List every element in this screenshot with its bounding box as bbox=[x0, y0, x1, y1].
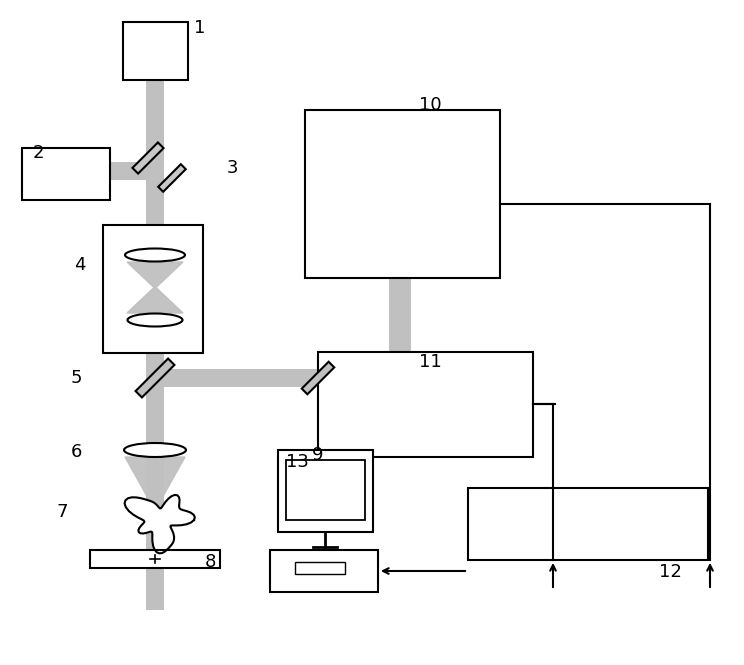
Text: 10: 10 bbox=[419, 96, 441, 114]
Bar bbox=[286, 460, 365, 520]
Polygon shape bbox=[127, 262, 183, 287]
Bar bbox=[278, 450, 373, 532]
Polygon shape bbox=[302, 362, 334, 394]
Ellipse shape bbox=[125, 249, 185, 261]
Text: 3: 3 bbox=[226, 159, 238, 177]
Text: 6: 6 bbox=[71, 443, 82, 461]
Text: 8: 8 bbox=[205, 553, 216, 571]
Bar bbox=[155, 369, 350, 387]
Bar bbox=[103, 225, 203, 353]
Bar bbox=[305, 110, 500, 278]
Text: 11: 11 bbox=[419, 353, 441, 371]
Bar bbox=[389, 278, 411, 369]
Bar bbox=[90, 550, 220, 568]
Text: 4: 4 bbox=[74, 256, 86, 274]
Bar bbox=[468, 488, 708, 560]
Bar bbox=[270, 550, 378, 592]
Polygon shape bbox=[158, 164, 186, 192]
Text: 13: 13 bbox=[286, 453, 309, 471]
Bar bbox=[318, 352, 533, 457]
Ellipse shape bbox=[124, 443, 186, 457]
Text: 9: 9 bbox=[312, 446, 324, 464]
Bar bbox=[110, 162, 155, 180]
Polygon shape bbox=[127, 287, 183, 313]
Polygon shape bbox=[135, 358, 174, 398]
Bar bbox=[22, 148, 110, 200]
Text: 7: 7 bbox=[57, 503, 68, 521]
Text: 12: 12 bbox=[658, 563, 682, 581]
Bar bbox=[123, 22, 188, 80]
Polygon shape bbox=[124, 495, 195, 553]
Polygon shape bbox=[125, 457, 185, 508]
Polygon shape bbox=[132, 142, 164, 174]
Bar bbox=[146, 50, 164, 610]
Text: 2: 2 bbox=[32, 144, 44, 162]
Bar bbox=[295, 562, 345, 574]
Text: 1: 1 bbox=[194, 19, 205, 37]
Ellipse shape bbox=[127, 313, 182, 327]
Text: 5: 5 bbox=[70, 369, 82, 387]
